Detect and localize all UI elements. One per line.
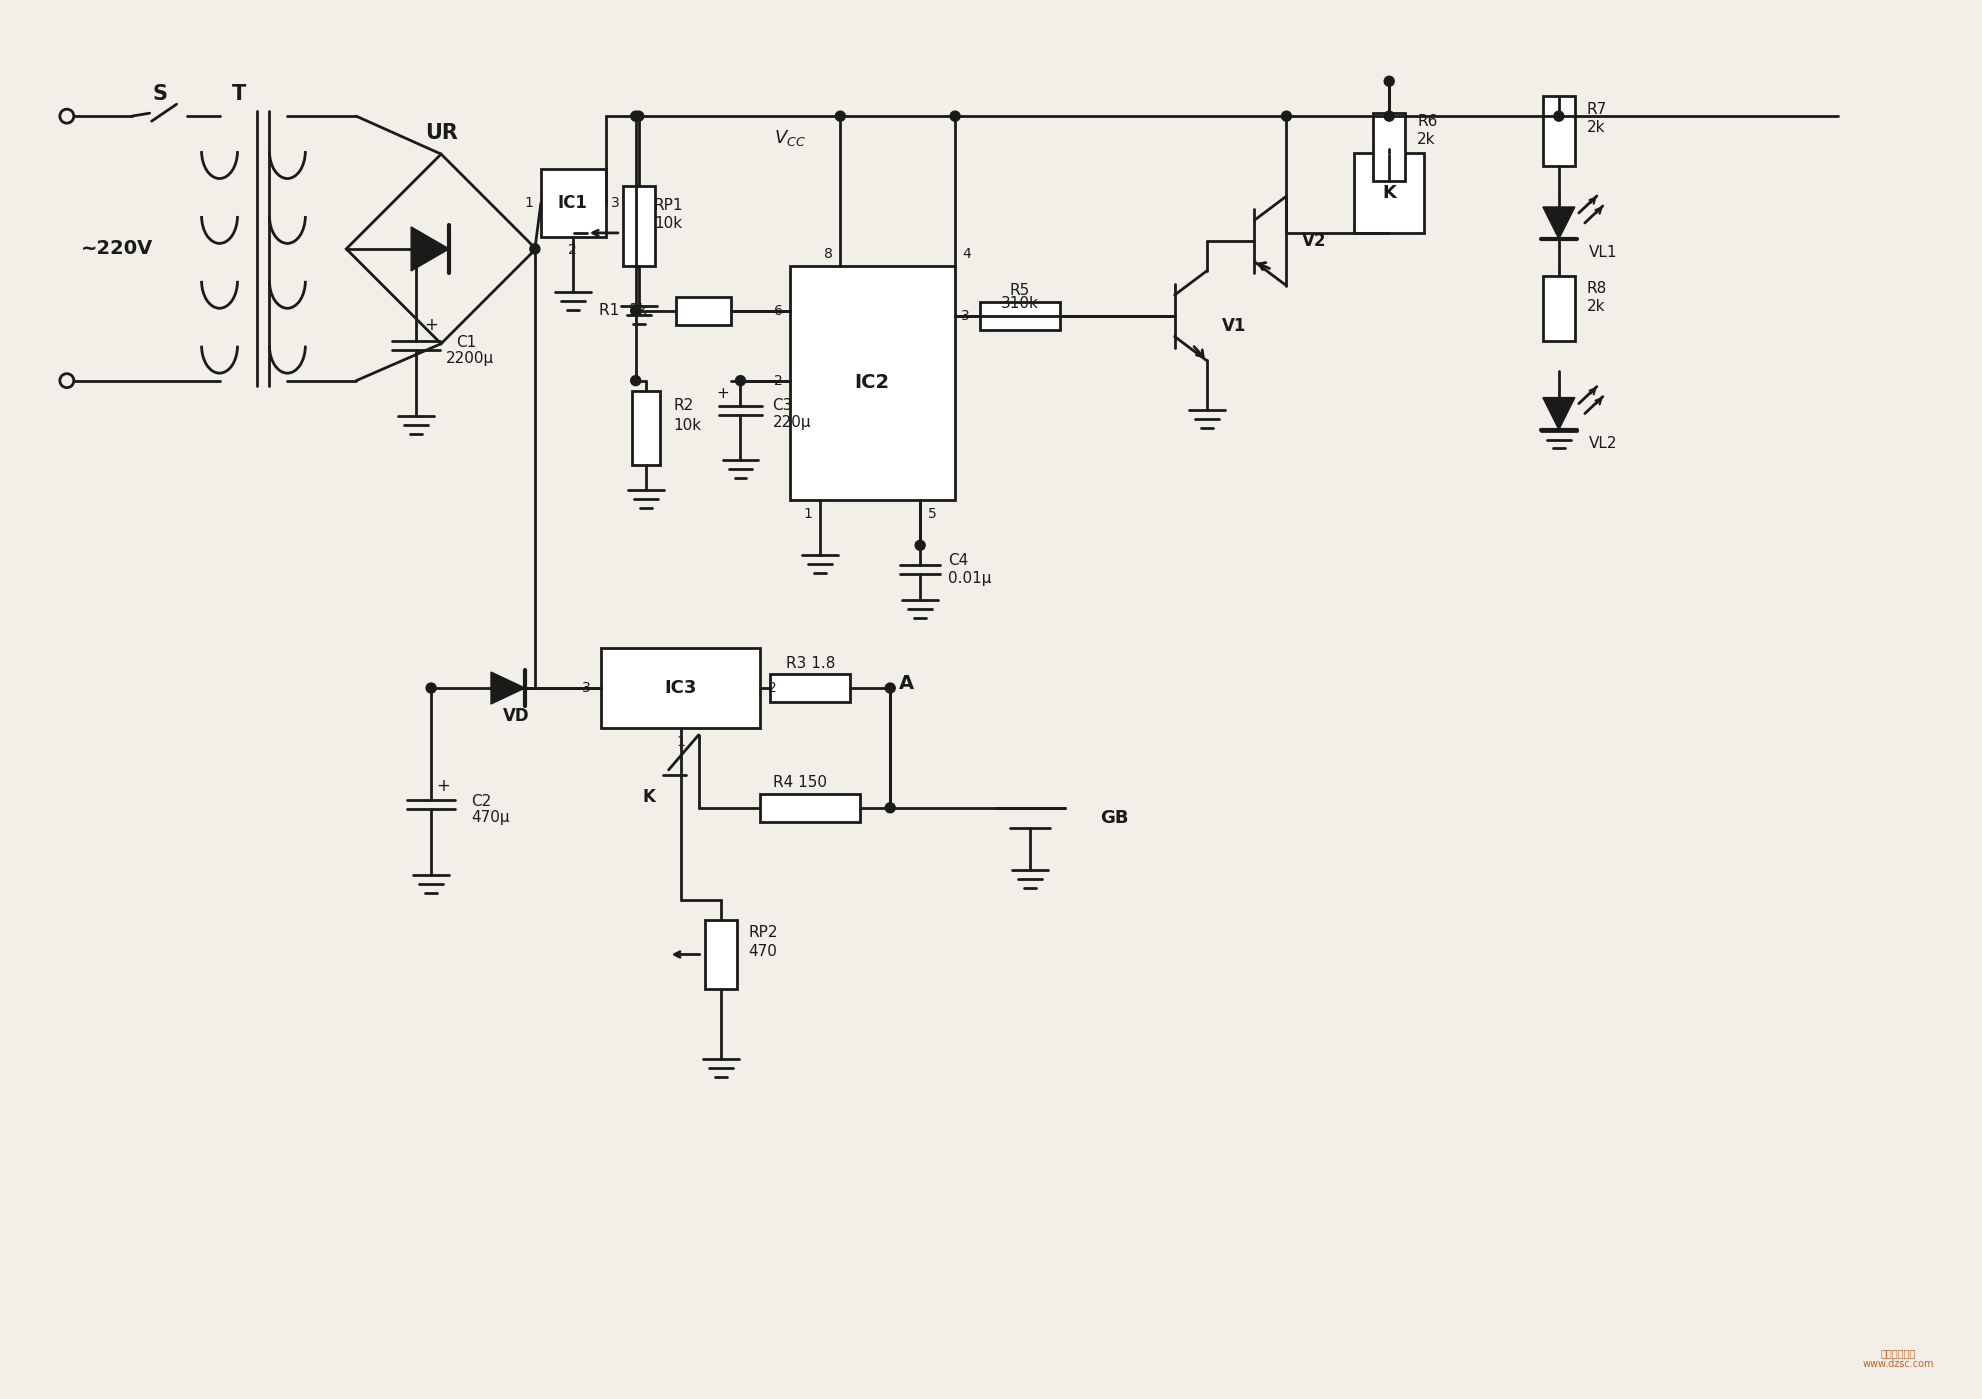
- Text: S: S: [153, 84, 166, 104]
- Bar: [676, 297, 729, 325]
- Bar: [704, 919, 735, 989]
- Text: +: +: [424, 316, 438, 334]
- Bar: [622, 186, 654, 266]
- Bar: [1354, 152, 1423, 232]
- Circle shape: [884, 803, 894, 813]
- Text: 2200μ: 2200μ: [446, 351, 494, 367]
- Text: 10k: 10k: [654, 217, 682, 231]
- Text: VL2: VL2: [1588, 436, 1617, 450]
- Text: R5: R5: [1009, 284, 1029, 298]
- Text: R2: R2: [674, 399, 694, 413]
- Circle shape: [1383, 111, 1393, 122]
- Polygon shape: [1542, 207, 1574, 239]
- Text: 0.01μ: 0.01μ: [947, 571, 991, 586]
- Text: 维库电子市场
www.dzsc.com: 维库电子市场 www.dzsc.com: [1861, 1347, 1932, 1370]
- Circle shape: [634, 111, 644, 122]
- Text: V2: V2: [1302, 232, 1326, 250]
- Circle shape: [1383, 76, 1393, 87]
- Text: R4 150: R4 150: [773, 775, 826, 790]
- Text: 220μ: 220μ: [773, 416, 811, 429]
- Text: ~220V: ~220V: [81, 239, 153, 259]
- Polygon shape: [1542, 397, 1574, 429]
- Circle shape: [630, 376, 640, 386]
- Text: C3: C3: [773, 399, 793, 413]
- Text: 470: 470: [747, 944, 777, 958]
- Text: +: +: [436, 776, 450, 795]
- Text: 3: 3: [959, 309, 969, 323]
- Text: 470μ: 470μ: [472, 810, 509, 825]
- Text: 1: 1: [523, 196, 533, 210]
- Circle shape: [426, 683, 436, 693]
- Text: 2: 2: [773, 374, 783, 388]
- Text: 310k: 310k: [1001, 297, 1039, 312]
- Text: IC2: IC2: [854, 374, 890, 392]
- Text: 10k: 10k: [674, 418, 702, 434]
- Circle shape: [630, 111, 640, 122]
- Circle shape: [1554, 111, 1564, 122]
- Text: 5: 5: [928, 508, 936, 522]
- Text: +: +: [716, 386, 729, 402]
- Bar: [791, 266, 955, 501]
- Bar: [979, 302, 1058, 330]
- Bar: [541, 169, 605, 236]
- Text: R7: R7: [1586, 102, 1605, 116]
- Text: RP2: RP2: [747, 925, 777, 940]
- Bar: [1374, 113, 1405, 180]
- Circle shape: [834, 111, 844, 122]
- Text: K: K: [1381, 185, 1395, 201]
- Polygon shape: [492, 672, 525, 704]
- Text: 8: 8: [823, 246, 832, 260]
- Bar: [601, 648, 759, 727]
- Text: 3: 3: [583, 681, 591, 695]
- Circle shape: [735, 376, 745, 386]
- Circle shape: [529, 243, 539, 253]
- Text: 4: 4: [961, 246, 971, 260]
- Text: C2: C2: [472, 795, 492, 809]
- Text: 1: 1: [676, 734, 684, 748]
- Polygon shape: [410, 227, 448, 271]
- Text: R8: R8: [1586, 281, 1605, 297]
- Circle shape: [1280, 111, 1290, 122]
- Text: GB: GB: [1100, 809, 1128, 827]
- Text: V1: V1: [1221, 316, 1247, 334]
- Text: 6: 6: [773, 304, 783, 318]
- Text: VL1: VL1: [1588, 245, 1617, 260]
- Text: 1: 1: [803, 508, 813, 522]
- Text: 2k: 2k: [1586, 299, 1605, 315]
- Text: 2: 2: [569, 243, 577, 257]
- Circle shape: [914, 540, 926, 550]
- Text: 2k: 2k: [1417, 132, 1435, 147]
- Text: UR: UR: [424, 123, 458, 143]
- Circle shape: [884, 683, 894, 693]
- Text: R1  1k: R1 1k: [599, 304, 648, 319]
- Circle shape: [949, 111, 959, 122]
- Text: VD: VD: [501, 706, 529, 725]
- Text: C4: C4: [947, 553, 967, 568]
- Bar: [759, 793, 860, 821]
- Text: 2k: 2k: [1586, 120, 1605, 134]
- Text: RP1: RP1: [654, 199, 684, 214]
- Text: 3: 3: [610, 196, 620, 210]
- Text: C1: C1: [456, 336, 476, 350]
- Circle shape: [630, 306, 640, 316]
- Bar: [771, 674, 850, 702]
- Text: R3 1.8: R3 1.8: [785, 656, 834, 670]
- Bar: [632, 390, 660, 466]
- Text: 2: 2: [767, 681, 777, 695]
- Text: K: K: [642, 788, 654, 806]
- Text: IC1: IC1: [557, 194, 587, 213]
- Bar: [1542, 97, 1574, 166]
- Text: IC3: IC3: [664, 679, 696, 697]
- Text: R6: R6: [1417, 113, 1437, 129]
- Text: $V_{CC}$: $V_{CC}$: [775, 129, 807, 148]
- Bar: [1542, 276, 1574, 341]
- Text: T: T: [232, 84, 246, 104]
- Text: A: A: [898, 673, 914, 693]
